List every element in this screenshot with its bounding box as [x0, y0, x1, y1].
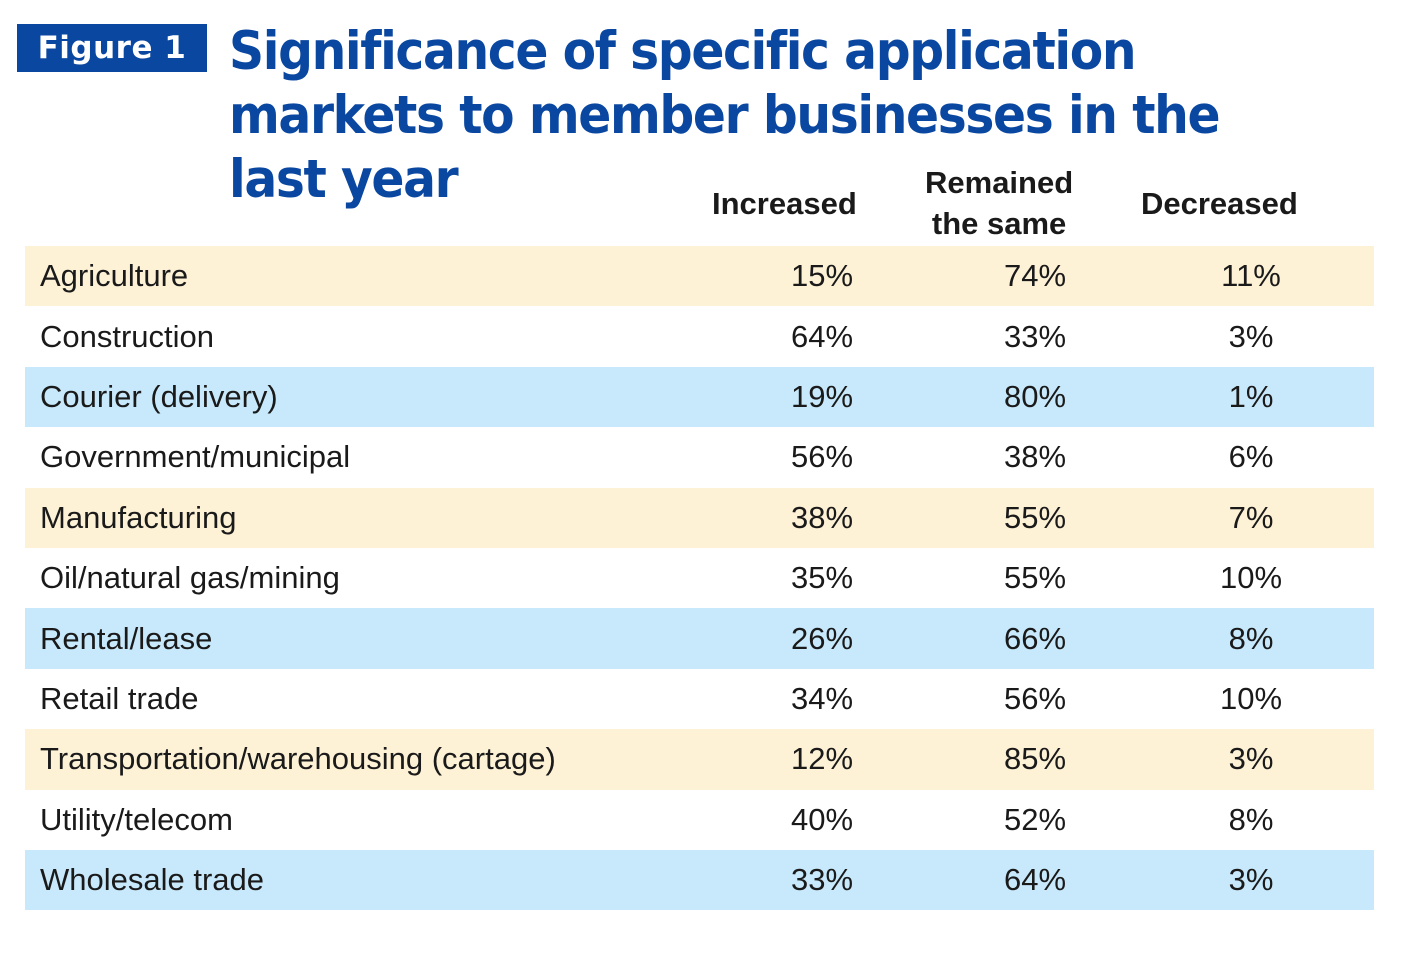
table-cell: 38% [790, 499, 854, 535]
row-label: Wholesale trade [40, 862, 265, 898]
table-cell: 33% [790, 862, 854, 898]
column-header-remained-the-same: Remained the same [925, 160, 1073, 246]
row-label: Oil/natural gas/mining [40, 560, 340, 596]
table-row: Courier (delivery) 19% 80% 1% [25, 366, 1374, 428]
column-header-line: Remained [925, 165, 1074, 200]
table-row: Retail trade 34% 56% 10% [25, 668, 1374, 730]
table-cell: 26% [790, 620, 854, 656]
table-row: Utility/telecom 40% 52% 8% [25, 789, 1374, 850]
table-row: Agriculture 15% 74% 11% [25, 246, 1374, 307]
table-row: Wholesale trade 33% 64% 3% [25, 849, 1374, 911]
column-header-line: Increased [712, 185, 857, 221]
table-cell: 8% [1228, 620, 1274, 656]
table-cell: 40% [790, 801, 854, 837]
table-cell: 6% [1228, 439, 1274, 475]
table-cell: 55% [1003, 499, 1067, 535]
table-cell: 10% [1219, 560, 1283, 596]
table-cell: 64% [790, 318, 854, 354]
table-cell: 11% [1221, 258, 1281, 294]
column-header-text: Increased [712, 183, 857, 224]
table-cell: 64% [1003, 862, 1067, 898]
row-label: Retail trade [40, 680, 199, 716]
table-cell: 1% [1228, 378, 1274, 414]
column-header-line: Decreased [1141, 185, 1298, 221]
table-cell: 52% [1003, 801, 1067, 837]
row-label: Rental/lease [40, 620, 213, 656]
table-cell: 12% [790, 741, 854, 777]
column-header-text: Decreased [1141, 183, 1298, 224]
row-label: Transportation/warehousing (cartage) [40, 741, 556, 777]
table-cell: 74% [1003, 258, 1067, 294]
table-cell: 3% [1228, 741, 1274, 777]
table-cell: 3% [1228, 318, 1274, 354]
table-cell: 66% [1003, 620, 1067, 656]
table-cell: 35% [790, 560, 854, 596]
row-label: Agriculture [40, 258, 189, 294]
table-cell: 15% [790, 258, 854, 294]
table-cell: 19% [790, 378, 854, 414]
table-header: Increased Remained the same Decreased [25, 160, 1374, 246]
table-row: Oil/natural gas/mining 35% 55% 10% [25, 547, 1374, 609]
row-label: Courier (delivery) [40, 378, 278, 414]
row-label: Manufacturing [40, 499, 237, 535]
row-label: Utility/telecom [40, 801, 233, 837]
table-row: Rental/lease 26% 66% 8% [25, 608, 1374, 669]
chart-title: Significance of specific application mar… [229, 21, 1221, 210]
table-cell: 80% [1003, 378, 1067, 414]
table-cell: 56% [790, 439, 854, 475]
table-cell: 7% [1228, 499, 1274, 535]
table-cell: 33% [1003, 318, 1067, 354]
table-row: Manufacturing 38% 55% 7% [25, 487, 1374, 548]
table-row: Construction 64% 33% 3% [25, 306, 1374, 367]
row-label: Construction [40, 318, 215, 354]
table-body: Agriculture 15% 74% 11% Construction 64% 33% 3%… [25, 246, 1374, 911]
table-row: Government/municipal 56% 38% 6% [25, 427, 1374, 488]
table-cell: 34% [790, 680, 854, 716]
table-cell: 10% [1219, 680, 1283, 716]
row-label: Government/municipal [40, 439, 351, 475]
table-row: Transportation/warehousing (cartage) 12% 8… [25, 729, 1374, 790]
table-cell: 55% [1003, 560, 1067, 596]
column-header-text: Remained the same [925, 162, 1073, 244]
table-cell: 8% [1228, 801, 1274, 837]
column-header-decreased: Decreased [1141, 160, 1298, 246]
data-table: Increased Remained the same Decreased Agr… [25, 160, 1374, 911]
table-cell: 85% [1003, 741, 1067, 777]
figure-badge: Figure 1 [17, 24, 207, 72]
table-cell: 38% [1003, 439, 1067, 475]
column-header-increased: Increased [712, 160, 857, 246]
table-cell: 3% [1228, 862, 1274, 898]
column-header-line: the same [931, 206, 1067, 241]
table-cell: 56% [1003, 680, 1067, 716]
